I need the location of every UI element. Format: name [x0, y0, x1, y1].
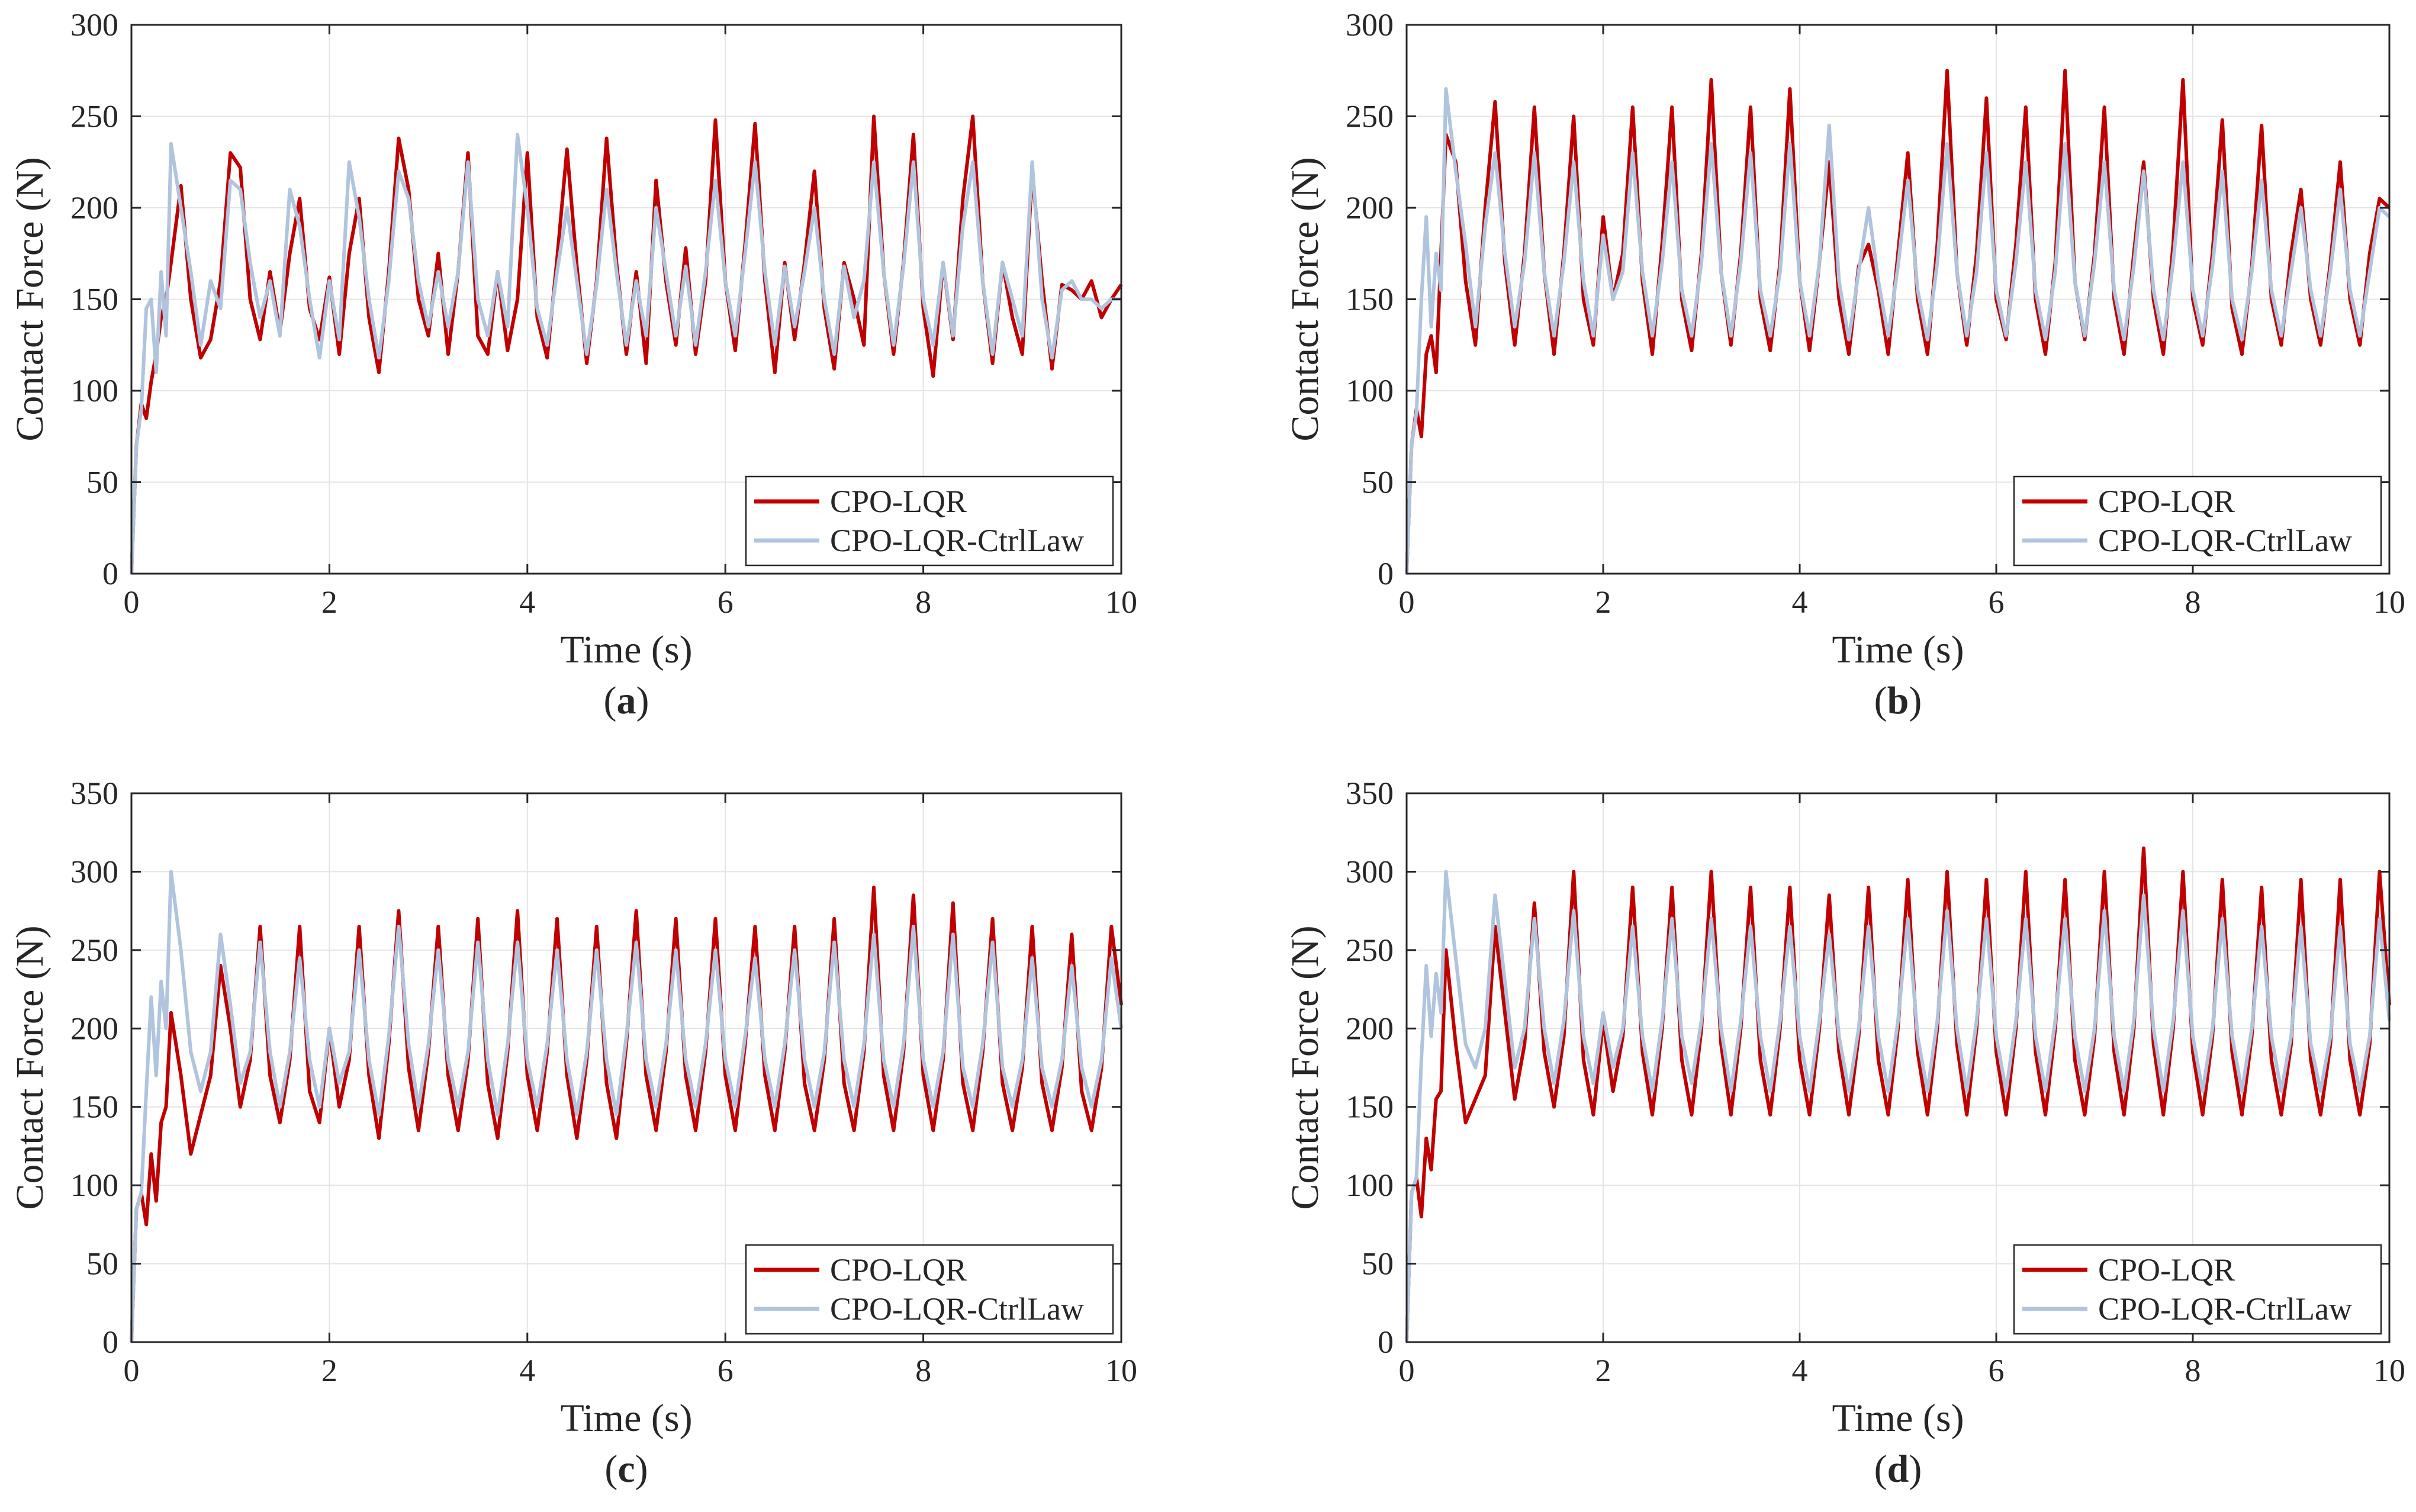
x-tick-label: 6	[718, 1353, 734, 1388]
y-tick-label: 350	[1346, 776, 1394, 811]
legend-label-cpo-lqr: CPO-LQR	[2098, 484, 2235, 519]
series-line-cpo-lqr-ctrllaw	[1405, 87, 2391, 574]
y-tick-label: 300	[1346, 854, 1394, 889]
y-tick-label: 0	[102, 556, 118, 591]
y-tick-label: 250	[70, 932, 118, 968]
y-tick-label: 200	[1346, 1011, 1394, 1046]
y-tick-label: 300	[70, 854, 118, 889]
y-tick-label: 50	[1362, 465, 1394, 500]
series-line-cpo-lqr-ctrllaw	[130, 133, 1121, 574]
x-tick-label: 10	[1105, 1353, 1137, 1388]
y-tick-label: 0	[1378, 1324, 1394, 1360]
x-tick-label: 2	[321, 584, 337, 620]
y-tick-label: 150	[1346, 282, 1394, 317]
x-tick-label: 2	[321, 1353, 337, 1388]
x-tick-label: 8	[915, 1353, 931, 1388]
y-axis-label: Contact Force (N)	[8, 157, 52, 441]
panel-label: (a)	[604, 679, 649, 722]
x-axis-label: Time (s)	[560, 628, 692, 671]
legend-label-cpo-lqr-ctrllaw: CPO-LQR-CtrlLaw	[2098, 1291, 2352, 1327]
panel-label: (c)	[604, 1447, 648, 1491]
y-tick-label: 200	[1346, 190, 1394, 226]
series-line-cpo-lqr-ctrllaw	[1405, 870, 2391, 1343]
legend-label-cpo-lqr-ctrllaw: CPO-LQR-CtrlLaw	[2098, 523, 2352, 558]
legend-label-cpo-lqr: CPO-LQR	[830, 1252, 967, 1288]
y-tick-label: 250	[1346, 99, 1394, 134]
axes-box	[130, 792, 1122, 1343]
y-tick-label: 100	[70, 1167, 118, 1203]
y-tick-label: 200	[70, 1011, 118, 1046]
legend: CPO-LQR CPO-LQR-CtrlLaw	[745, 475, 1114, 567]
y-tick-label: 0	[1378, 556, 1394, 591]
x-tick-label: 10	[2373, 584, 2405, 620]
axes-box	[1405, 792, 2391, 1343]
x-tick-label: 10	[1105, 584, 1137, 620]
y-tick-label: 250	[1346, 932, 1394, 968]
y-tick-label: 300	[1346, 7, 1394, 43]
y-tick-label: 150	[1346, 1089, 1394, 1125]
series-line-cpo-lqr-ctrllaw	[130, 870, 1123, 1343]
legend: CPO-LQR CPO-LQR-CtrlLaw	[2013, 475, 2382, 567]
x-tick-label: 8	[2185, 1353, 2201, 1388]
panel-label: (b)	[1874, 679, 1922, 722]
y-tick-label: 350	[70, 776, 118, 811]
x-tick-label: 2	[1595, 1353, 1611, 1388]
x-tick-label: 6	[1989, 584, 2005, 620]
x-axis-label: Time (s)	[560, 1397, 692, 1440]
x-tick-label: 4	[1792, 1353, 1808, 1388]
x-tick-label: 4	[519, 1353, 535, 1388]
y-tick-label: 100	[1346, 373, 1394, 408]
y-tick-label: 0	[102, 1324, 118, 1360]
x-tick-label: 0	[124, 584, 140, 620]
y-tick-label: 150	[70, 1089, 118, 1125]
y-tick-label: 100	[70, 373, 118, 408]
y-axis-label: Contact Force (N)	[8, 925, 52, 1209]
legend-box	[745, 475, 1114, 567]
x-tick-label: 0	[1399, 584, 1415, 620]
legend-label-cpo-lqr-ctrllaw: CPO-LQR-CtrlLaw	[830, 523, 1084, 558]
y-tick-label: 50	[1362, 1246, 1394, 1282]
x-tick-label: 8	[915, 584, 931, 620]
legend-box	[2013, 475, 2382, 567]
y-tick-label: 50	[86, 1246, 118, 1282]
y-tick-label: 150	[70, 282, 118, 317]
legend-box	[745, 1244, 1114, 1335]
y-tick-label: 300	[70, 7, 118, 43]
y-tick-label: 50	[86, 465, 118, 500]
y-tick-label: 200	[70, 190, 118, 226]
x-tick-label: 10	[2373, 1353, 2405, 1388]
x-tick-label: 6	[1989, 1353, 2005, 1388]
y-axis-label: Contact Force (N)	[1283, 925, 1327, 1209]
legend-label-cpo-lqr-ctrllaw: CPO-LQR-CtrlLaw	[830, 1291, 1084, 1327]
legend-label-cpo-lqr: CPO-LQR	[830, 484, 967, 519]
x-axis-label: Time (s)	[1832, 1397, 1964, 1440]
panel-label: (d)	[1874, 1447, 1922, 1491]
y-tick-label: 100	[1346, 1167, 1394, 1203]
x-axis-label: Time (s)	[1832, 628, 1964, 671]
x-tick-label: 4	[519, 584, 535, 620]
x-tick-label: 6	[718, 584, 734, 620]
x-tick-label: 2	[1595, 584, 1611, 620]
x-tick-label: 0	[1399, 1353, 1415, 1388]
x-tick-label: 8	[2185, 584, 2201, 620]
y-tick-label: 250	[70, 99, 118, 134]
y-axis-label: Contact Force (N)	[1283, 157, 1327, 441]
x-tick-label: 0	[124, 1353, 140, 1388]
legend-label-cpo-lqr: CPO-LQR	[2098, 1252, 2235, 1288]
legend-box	[2013, 1244, 2382, 1335]
x-tick-label: 4	[1792, 584, 1808, 620]
